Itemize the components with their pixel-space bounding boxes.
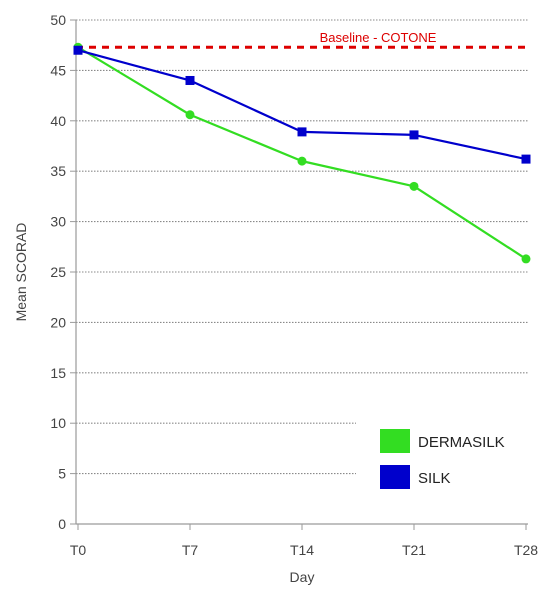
y-tick-label-40: 40 — [50, 113, 66, 129]
baseline: Baseline - COTONE — [76, 30, 528, 47]
series-silk — [74, 46, 531, 164]
series-dermasilk — [74, 43, 531, 264]
data-point-dermasilk-t14 — [298, 157, 307, 166]
data-point-dermasilk-t28 — [522, 254, 531, 263]
x-tick-label-t28: T28 — [514, 542, 538, 558]
y-tick-label-5: 5 — [58, 466, 66, 482]
y-tick-label-35: 35 — [50, 163, 66, 179]
series-line-silk — [78, 50, 526, 159]
data-point-silk-t21 — [410, 130, 419, 139]
data-point-silk-t7 — [186, 76, 195, 85]
data-point-silk-t14 — [298, 127, 307, 136]
y-tick-label-10: 10 — [50, 415, 66, 431]
y-tick-label-25: 25 — [50, 264, 66, 280]
baseline-label: Baseline - COTONE — [320, 30, 437, 45]
series — [74, 43, 531, 264]
x-tick-label-t21: T21 — [402, 542, 426, 558]
y-tick-label-20: 20 — [50, 314, 66, 330]
x-tick-labels: T0 T7 T14 T21 T28 — [70, 524, 538, 558]
legend-swatch-dermasilk — [380, 429, 410, 453]
y-tick-label-45: 45 — [50, 62, 66, 78]
data-point-dermasilk-t21 — [410, 182, 419, 191]
legend: DERMASILK SILK — [356, 420, 528, 500]
legend-swatch-silk — [380, 465, 410, 489]
data-point-silk-t0 — [74, 46, 83, 55]
y-axis-title: Mean SCORAD — [13, 223, 29, 322]
x-tick-label-t7: T7 — [182, 542, 199, 558]
y-tick-labels: 0 5 10 15 20 25 30 35 40 45 50 — [50, 12, 76, 532]
y-tick-label-0: 0 — [58, 516, 66, 532]
data-point-silk-t28 — [522, 155, 531, 164]
y-tick-label-15: 15 — [50, 365, 66, 381]
y-tick-label-50: 50 — [50, 12, 66, 28]
x-tick-label-t14: T14 — [290, 542, 314, 558]
y-tick-label-30: 30 — [50, 214, 66, 230]
legend-label-dermasilk: DERMASILK — [418, 434, 505, 451]
x-tick-label-t0: T0 — [70, 542, 87, 558]
x-axis-title: Day — [290, 569, 315, 585]
series-line-dermasilk — [78, 47, 526, 259]
data-point-dermasilk-t7 — [186, 110, 195, 119]
legend-label-silk: SILK — [418, 470, 451, 487]
